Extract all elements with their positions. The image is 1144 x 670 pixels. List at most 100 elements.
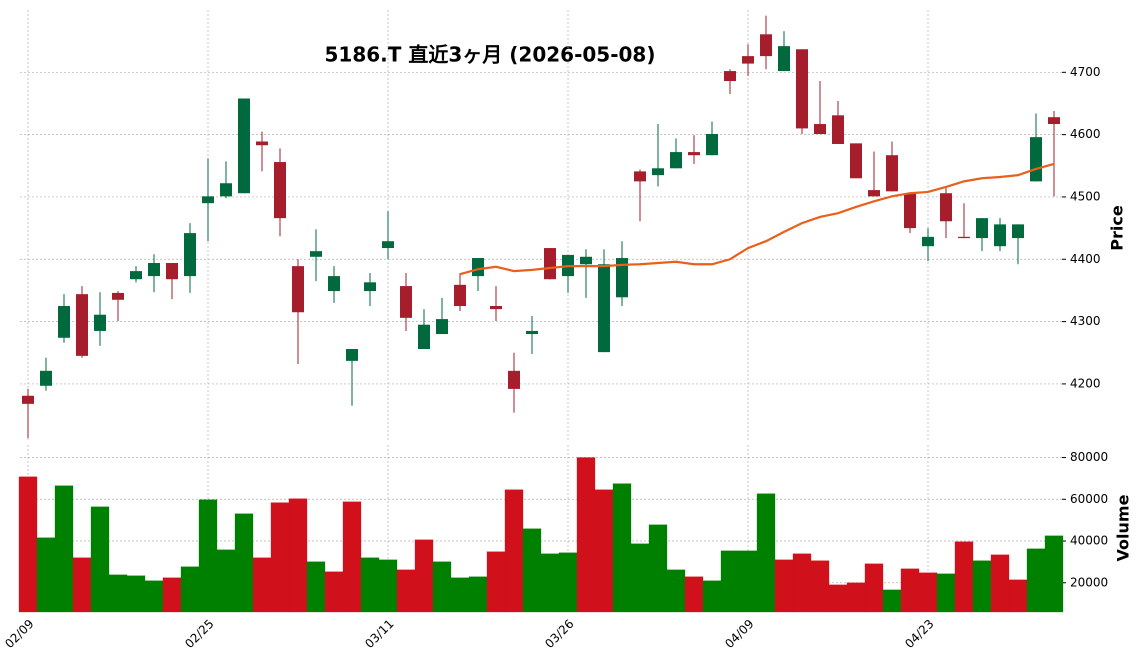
candle-body [724, 71, 736, 82]
moving-average-line [459, 162, 1055, 276]
candle-body [508, 370, 520, 389]
candle-body [544, 248, 556, 280]
volume-bar [774, 559, 794, 613]
candle-body [292, 266, 304, 313]
candle-body [616, 258, 628, 298]
volume-bar [720, 550, 740, 613]
volume-bar [576, 457, 596, 613]
volume-tick-label: 80000 [1070, 450, 1108, 464]
volume-bar [396, 569, 416, 613]
x-tick-label: 02/25 [182, 617, 216, 651]
candle-body [634, 171, 646, 182]
candle-body [166, 263, 178, 280]
candle-body [58, 306, 70, 338]
volume-bar [504, 489, 524, 613]
volume-bar [54, 485, 74, 613]
volume-bar [306, 561, 326, 613]
volume-tick-label: 40000 [1070, 534, 1108, 548]
volume-bar [792, 553, 812, 613]
y-tick-label: 4600 [1070, 127, 1101, 141]
candle-body [760, 34, 772, 57]
volume-bar [180, 566, 200, 613]
candle-body [940, 193, 952, 222]
volume-bar [540, 553, 560, 613]
candle-body [814, 124, 826, 135]
volume-tick-label: 60000 [1070, 492, 1108, 506]
volume-bar [648, 524, 668, 613]
candle-body [418, 324, 430, 350]
candle-body [652, 168, 664, 176]
candle-body [994, 224, 1006, 247]
volume-bar [252, 557, 272, 613]
y-tick-label: 4200 [1070, 376, 1101, 390]
candle-body [130, 271, 142, 280]
candle-body [742, 56, 754, 64]
volume-bar [162, 577, 182, 613]
volume-bar [90, 506, 110, 613]
y-tick-label: 4700 [1070, 65, 1101, 79]
volume-bar [342, 501, 362, 613]
candle-body [40, 370, 52, 386]
candle-body [76, 294, 88, 356]
candle-body [436, 319, 448, 335]
volume-bar [414, 539, 434, 613]
x-tick-label: 04/23 [902, 617, 936, 651]
candle-body [796, 49, 808, 129]
volume-axis-label: Volume [1114, 494, 1133, 561]
x-tick-label: 04/09 [722, 617, 756, 651]
candle-body [1012, 224, 1024, 239]
volume-bar [126, 575, 146, 613]
candle-body [238, 98, 250, 194]
candle-body [526, 330, 538, 335]
volume-bar [1044, 535, 1064, 613]
x-tick-label: 03/26 [542, 617, 576, 651]
volume-bar [990, 554, 1010, 613]
volume-bar [864, 563, 884, 613]
volume-bar [846, 582, 866, 613]
candle-body [346, 349, 358, 361]
volume-bar [900, 568, 920, 613]
volume-bar [594, 489, 614, 613]
volume-bar [1008, 579, 1028, 613]
volume-bar [216, 549, 236, 613]
volume-bar [828, 584, 848, 613]
volume-bar [18, 476, 38, 613]
candle-body [1030, 137, 1042, 182]
candle-body [688, 152, 700, 156]
candle-body [868, 190, 880, 197]
volume-bar [882, 589, 902, 613]
candle-body [832, 115, 844, 144]
volume-bar [198, 499, 218, 613]
volume-bar [522, 528, 542, 613]
volume-bar [108, 574, 128, 613]
candle-body [256, 141, 268, 146]
x-tick-label: 02/09 [2, 617, 36, 651]
chart-title: 5186.T 直近3ヶ月 (2026-05-08) [325, 43, 656, 67]
volume-bar [702, 580, 722, 613]
volume-bar [954, 541, 974, 613]
volume-bar [972, 560, 992, 613]
volume-bar [288, 498, 308, 613]
candle-body [490, 306, 502, 310]
candle-body [202, 196, 214, 204]
candle-body [850, 143, 862, 179]
volume-bar [630, 543, 650, 613]
candle-body [778, 46, 790, 72]
y-tick-label: 4500 [1070, 189, 1101, 203]
y-tick-label: 4400 [1070, 252, 1101, 266]
candle-body [22, 395, 34, 404]
volume-bar [378, 559, 398, 613]
candle-body [670, 152, 682, 169]
volume-bar [612, 483, 632, 613]
candle-body [382, 241, 394, 249]
volume-bar [1026, 548, 1046, 613]
volume-bar [810, 560, 830, 613]
candle-body [274, 162, 286, 219]
volume-bar [270, 502, 290, 613]
candle-body [1048, 117, 1060, 125]
candle-body [922, 236, 934, 247]
x-tick-label: 03/11 [362, 617, 396, 651]
candle-body [328, 276, 340, 292]
candle-body [904, 193, 916, 229]
volume-bar [468, 576, 488, 613]
